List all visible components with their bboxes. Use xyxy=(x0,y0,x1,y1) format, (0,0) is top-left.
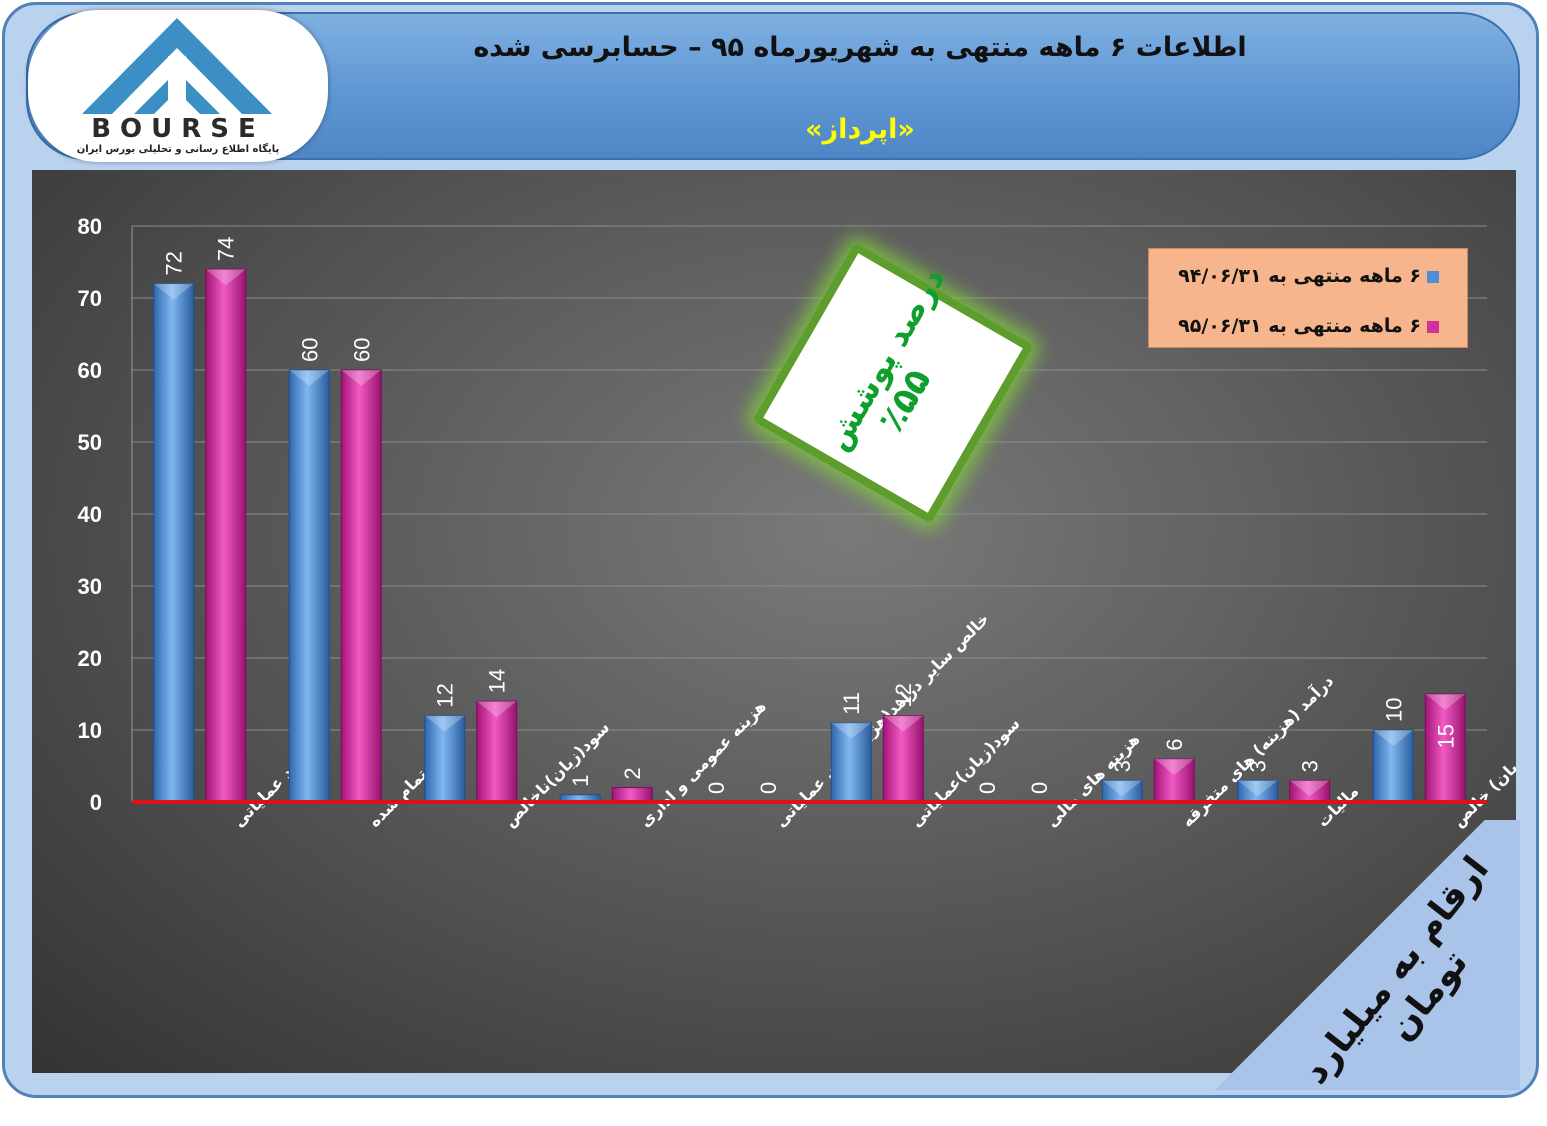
data-label: 11 xyxy=(839,692,864,715)
data-label: 60 xyxy=(297,338,322,362)
data-label: 74 xyxy=(214,237,239,261)
data-label: 6 xyxy=(1162,739,1187,751)
bar-series-2 xyxy=(476,700,518,803)
data-label: 60 xyxy=(349,338,374,362)
company-name: «اپرداز» xyxy=(805,114,915,145)
bar-bevel xyxy=(883,715,924,732)
data-label: 3 xyxy=(1298,760,1323,772)
y-tick-label: 50 xyxy=(78,430,102,455)
x-category-label: درآمد (هزینه) های متفرقه xyxy=(1177,671,1337,831)
legend-swatch-series-2 xyxy=(1427,320,1439,333)
bar-series-1 xyxy=(153,283,195,803)
y-tick-label: 30 xyxy=(78,574,102,599)
data-label: 14 xyxy=(485,669,510,693)
y-tick-label: 40 xyxy=(78,502,102,527)
data-label: 1 xyxy=(568,775,593,787)
bar-bevel xyxy=(1373,730,1414,746)
data-label: 10 xyxy=(1381,698,1406,722)
data-label: 0 xyxy=(704,782,729,794)
bar-series-2 xyxy=(611,787,653,803)
logo-tagline: پایگاه اطلاع رسانی و تحلیلی بورس ایران xyxy=(76,144,280,155)
legend-label-series-2: ۶ ماهه منتهی به ۹۵/۰۶/۳۱ xyxy=(1178,315,1421,337)
bar-bevel xyxy=(1102,780,1143,797)
legend-swatch-series-1 xyxy=(1427,270,1439,283)
data-label: 0 xyxy=(1027,782,1052,794)
data-label: 0 xyxy=(975,782,1000,794)
bar-series-2 xyxy=(340,369,382,803)
data-label: 12 xyxy=(433,683,458,707)
bar-bevel xyxy=(424,715,465,732)
y-tick-label: 70 xyxy=(78,286,102,311)
bar-bevel xyxy=(831,722,872,739)
x-category-label: هزینه عمومی و اداری xyxy=(636,697,770,831)
data-label: 3 xyxy=(1246,760,1271,772)
unit-banner-shape xyxy=(1180,820,1520,1090)
bar-bevel xyxy=(1425,694,1466,710)
logo-mark-icon xyxy=(82,18,272,114)
bar-series-1 xyxy=(830,722,872,803)
bar-series-1 xyxy=(424,715,466,803)
legend-item-series-1: ۶ ماهه منتهی به ۹۴/۰۶/۳۱ xyxy=(1178,261,1439,291)
bar-series-1 xyxy=(288,369,330,803)
legend-item-series-2: ۶ ماهه منتهی به ۹۵/۰۶/۳۱ xyxy=(1178,311,1439,341)
chart-legend: ۶ ماهه منتهی به ۹۴/۰۶/۳۱ ۶ ماهه منتهی به… xyxy=(1148,248,1468,348)
y-tick-label: 60 xyxy=(78,358,102,383)
bar-series-2 xyxy=(205,268,247,803)
unit-banner xyxy=(1180,820,1520,1090)
bar-series-2 xyxy=(1424,693,1466,803)
x-category-label: خالص سایر درامد(هزینه)های عملیاتی xyxy=(771,609,993,831)
y-tick-label: 80 xyxy=(78,214,102,239)
bar-series-2 xyxy=(882,715,924,803)
data-label: 3 xyxy=(1110,760,1135,772)
bar-bevel xyxy=(1154,758,1195,775)
bar-bevel xyxy=(289,370,330,386)
y-tick-label: 10 xyxy=(78,718,102,743)
y-tick-label: 0 xyxy=(90,790,102,815)
logo-wordmark: BOURSE xyxy=(91,114,265,144)
x-category-label: سود(زیان)عملیاتی xyxy=(907,714,1024,831)
bar-bevel xyxy=(205,269,246,286)
data-label: 12 xyxy=(891,683,916,707)
bar-bevel xyxy=(1237,780,1278,797)
page-title: اطلاعات ۶ ماهه منتهی به شهریورماه ۹۵ – ح… xyxy=(473,32,1247,63)
bar-bevel xyxy=(476,701,517,718)
data-label: 15 xyxy=(1433,724,1458,748)
bar-bevel xyxy=(341,370,382,386)
bar-bevel xyxy=(153,283,194,300)
logo: BOURSE پایگاه اطلاع رسانی و تحلیلی بورس … xyxy=(28,10,328,162)
bar-bevel xyxy=(1289,780,1330,797)
data-label: 72 xyxy=(162,251,187,275)
data-label: 2 xyxy=(620,767,645,779)
legend-label-series-1: ۶ ماهه منتهی به ۹۴/۰۶/۳۱ xyxy=(1178,265,1421,287)
bar-series-1 xyxy=(1372,729,1414,803)
y-tick-label: 20 xyxy=(78,646,102,671)
data-label: 0 xyxy=(756,782,781,794)
